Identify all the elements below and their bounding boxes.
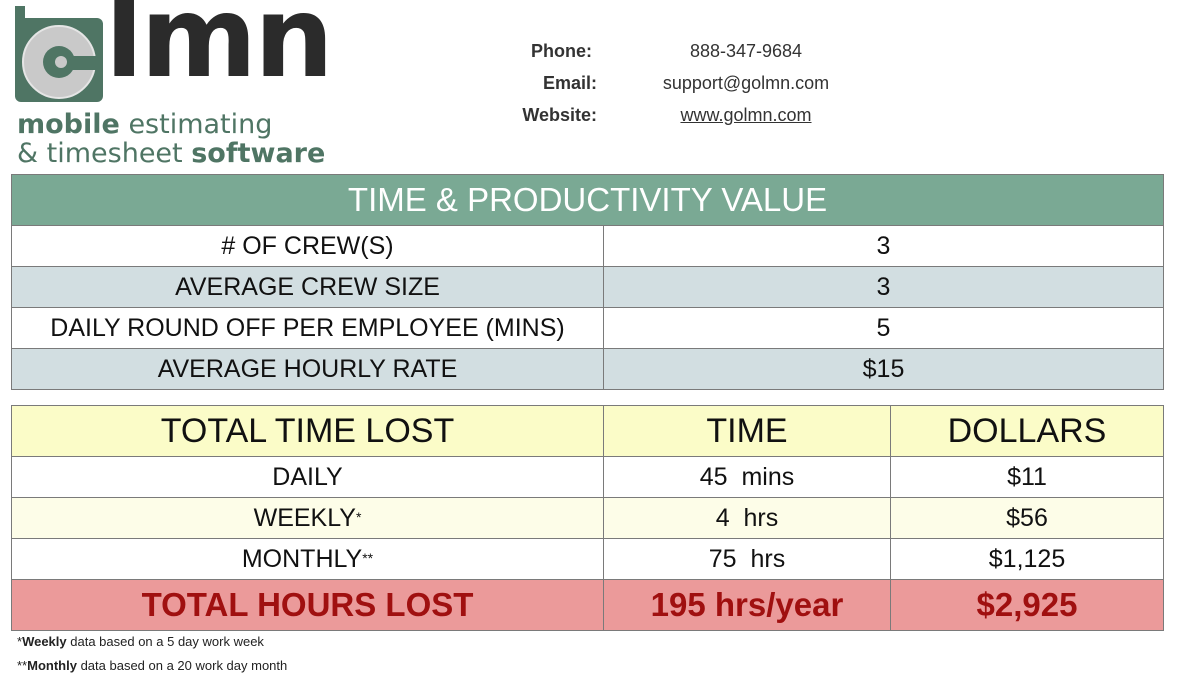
row-label: DAILY ROUND OFF PER EMPLOYEE (MINS) bbox=[11, 307, 604, 349]
row-time: 4 hrs bbox=[603, 497, 891, 539]
productivity-table: TIME & PRODUCTIVITY VALUE # OF CREW(S) 3… bbox=[10, 174, 1165, 390]
row-value: $15 bbox=[602, 348, 1165, 390]
time-lost-header-row: TOTAL TIME LOST TIME DOLLARS bbox=[11, 405, 1164, 457]
productivity-title: TIME & PRODUCTIVITY VALUE bbox=[10, 174, 1165, 226]
row-label: AVERAGE HOURLY RATE bbox=[11, 348, 604, 390]
total-label: TOTAL HOURS LOST bbox=[11, 579, 604, 631]
header-time: TIME bbox=[603, 405, 891, 457]
row-label: # OF CREW(S) bbox=[11, 225, 604, 267]
time-lost-table: TOTAL TIME LOST TIME DOLLARS DAILY 45 mi… bbox=[11, 405, 1164, 631]
logo-wordmark: lmn bbox=[105, 0, 334, 103]
row-dollars: $1,125 bbox=[890, 538, 1164, 580]
row-label: AVERAGE CREW SIZE bbox=[11, 266, 604, 308]
row-value: 5 bbox=[602, 307, 1165, 349]
company-logo: lmn mobile estimating & timesheet softwa… bbox=[15, 0, 334, 169]
logo-tagline-2: & timesheet software bbox=[17, 138, 326, 169]
table-row: MONTHLY** 75 hrs $1,125 bbox=[11, 538, 1164, 580]
table-row: AVERAGE HOURLY RATE $15 bbox=[11, 348, 1165, 390]
footnote-monthly: **Monthly data based on a 20 work day mo… bbox=[17, 658, 288, 673]
table-row: DAILY ROUND OFF PER EMPLOYEE (MINS) 5 bbox=[11, 307, 1165, 349]
row-label: WEEKLY* bbox=[11, 497, 604, 539]
total-dollars: $2,925 bbox=[890, 579, 1164, 631]
email-value: support@golmn.com bbox=[662, 73, 830, 93]
row-dollars: $11 bbox=[890, 456, 1164, 498]
header-total-time-lost: TOTAL TIME LOST bbox=[11, 405, 604, 457]
row-label: DAILY bbox=[11, 456, 604, 498]
total-time: 195 hrs/year bbox=[603, 579, 891, 631]
row-value: 3 bbox=[602, 225, 1165, 267]
table-row: AVERAGE CREW SIZE 3 bbox=[11, 266, 1165, 308]
table-row: DAILY 45 mins $11 bbox=[11, 456, 1164, 498]
phone-value: 888-347-9684 bbox=[689, 41, 803, 61]
footnote-weekly: *Weekly data based on a 5 day work week bbox=[17, 634, 264, 649]
row-dollars: $56 bbox=[890, 497, 1164, 539]
row-label: MONTHLY** bbox=[11, 538, 604, 580]
table-row: # OF CREW(S) 3 bbox=[11, 225, 1165, 267]
row-value: 3 bbox=[602, 266, 1165, 308]
website-link[interactable]: www.golmn.com bbox=[680, 105, 812, 125]
phone-label: Phone: bbox=[531, 41, 592, 61]
header-dollars: DOLLARS bbox=[890, 405, 1164, 457]
total-row: TOTAL HOURS LOST 195 hrs/year $2,925 bbox=[11, 579, 1164, 631]
email-label: Email: bbox=[542, 73, 597, 93]
table-row: WEEKLY* 4 hrs $56 bbox=[11, 497, 1164, 539]
golmn-logo-icon bbox=[15, 6, 103, 102]
productivity-title-row: TIME & PRODUCTIVITY VALUE bbox=[10, 174, 1165, 226]
row-time: 45 mins bbox=[603, 456, 891, 498]
logo-tagline-1: mobile estimating bbox=[17, 109, 273, 140]
row-time: 75 hrs bbox=[603, 538, 891, 580]
website-label: Website: bbox=[522, 105, 597, 125]
